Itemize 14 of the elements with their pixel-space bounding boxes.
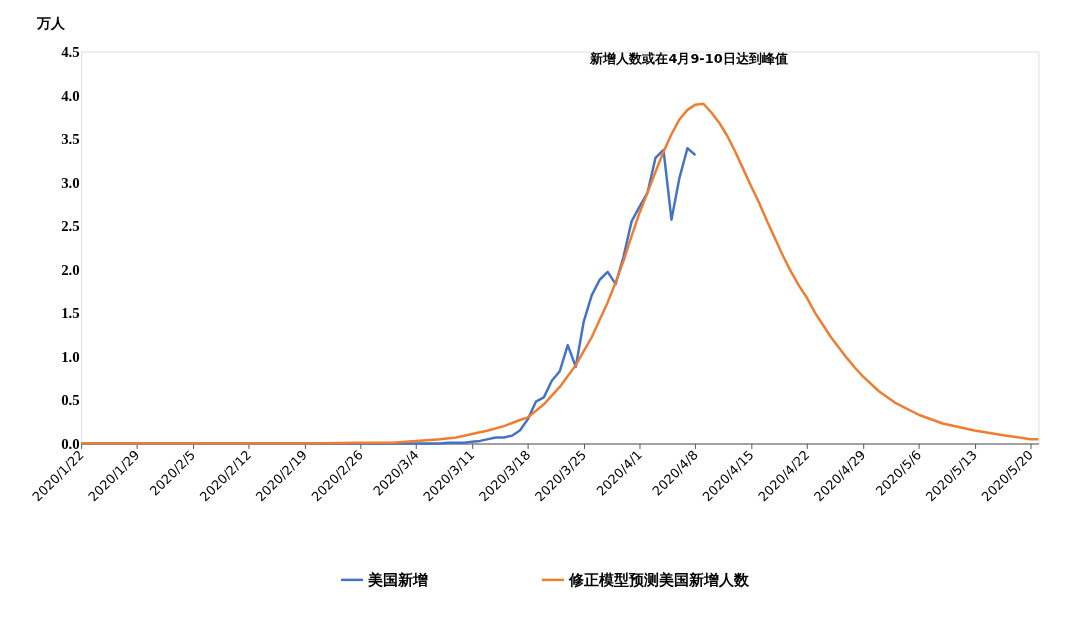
y-tick-label: 4.5: [61, 43, 80, 60]
y-tick-label: 4.0: [61, 87, 80, 104]
y-axis-title: 万人: [35, 14, 66, 31]
y-tick-label: 0.0: [61, 435, 80, 452]
y-tick-label: 2.0: [61, 261, 80, 278]
y-tick-label: 1.5: [61, 305, 80, 322]
y-tick-label: 3.5: [61, 131, 80, 148]
y-tick-label: 3.0: [61, 174, 80, 191]
annotation: 新增人数或在4月9-10日达到峰值: [589, 51, 788, 67]
y-tick-label: 0.5: [61, 392, 80, 409]
legend-label: 美国新增: [367, 570, 429, 588]
y-tick-label: 1.0: [61, 348, 80, 365]
legend-label: 修正模型预测美国新增人数: [568, 570, 751, 588]
y-tick-label: 2.5: [61, 218, 80, 235]
